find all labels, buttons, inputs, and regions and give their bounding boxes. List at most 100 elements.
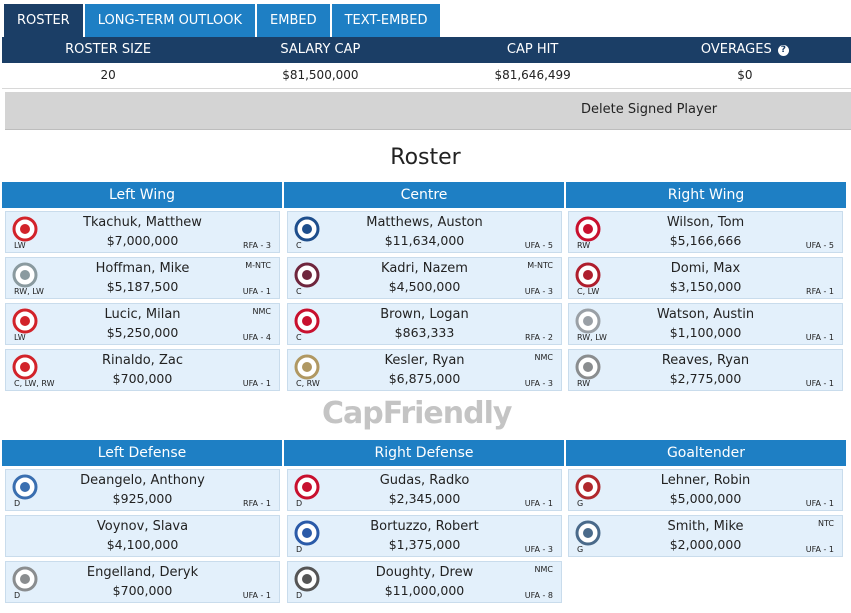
player-card[interactable]: Reaves, Ryan $2,775,000 RW UFA - 1	[568, 349, 843, 391]
player-salary: $7,000,000	[106, 233, 179, 248]
player-name: Doughty, Drew	[375, 565, 474, 580]
player-position: D	[296, 591, 303, 600]
player-salary: $1,100,000	[669, 325, 742, 340]
player-position: C, RW	[296, 379, 320, 388]
player-name: Voynov, Slava	[96, 519, 189, 534]
player-name: Hoffman, Mike	[95, 261, 190, 276]
cap-hit-value: $81,646,499	[494, 68, 571, 82]
player-name: Tkachuk, Matthew	[83, 215, 202, 230]
contract-status: UFA - 8	[524, 591, 553, 600]
player-card[interactable]: Lehner, Robin $5,000,000 G UFA - 1	[568, 469, 843, 511]
player-salary: $5,250,000	[106, 325, 179, 340]
calgary-flames-icon	[12, 308, 38, 334]
goaltender-header: Goaltender	[566, 440, 846, 466]
contract-status: UFA - 1	[805, 545, 834, 554]
contract-status: UFA - 4	[242, 333, 271, 342]
player-name: Watson, Austin	[656, 307, 755, 322]
calgary-flames-icon	[12, 216, 38, 242]
player-name: Lucic, Milan	[104, 307, 181, 322]
player-card[interactable]: Watson, Austin $1,100,000 RW, LW UFA - 1	[568, 303, 843, 345]
player-position: G	[577, 545, 584, 554]
colorado-avalanche-icon	[294, 262, 320, 288]
help-icon[interactable]: ?	[777, 45, 789, 56]
player-position: LW	[14, 333, 26, 342]
trade-clause-badge: M-NTC	[527, 261, 553, 270]
player-card[interactable]: Lucic, Milan $5,250,000 LW UFA - 4 NMC	[5, 303, 280, 345]
player-salary: $5,187,500	[106, 279, 179, 294]
player-position: G	[577, 499, 584, 508]
player-position: D	[296, 499, 303, 508]
chicago-blackhawks-icon	[575, 474, 601, 500]
roster-title: Roster	[390, 145, 461, 170]
roster-size-header: ROSTER SIZE	[65, 42, 152, 57]
player-salary: $925,000	[112, 491, 173, 506]
salary-cap-value: $81,500,000	[282, 68, 359, 82]
contract-status: RFA - 1	[243, 499, 271, 508]
summary-header: ROSTER SIZE SALARY CAP CAP HIT OVERAGES …	[2, 37, 851, 63]
player-salary: $1,375,000	[388, 537, 461, 552]
player-card[interactable]: Domi, Max $3,150,000 C, LW RFA - 1	[568, 257, 843, 299]
player-position: RW, LW	[577, 333, 607, 342]
contract-status: UFA - 1	[242, 287, 271, 296]
player-card[interactable]: Engelland, Deryk $700,000 D UFA - 1	[5, 561, 280, 603]
edmonton-oilers-icon	[575, 520, 601, 546]
vegas-golden-knights-icon	[575, 354, 601, 380]
washington-capitals-icon	[575, 216, 601, 242]
player-salary: $2,000,000	[669, 537, 742, 552]
vegas-golden-knights-icon	[12, 566, 38, 592]
overages-value: $0	[737, 68, 753, 82]
player-card[interactable]: Kadri, Nazem $4,500,000 C UFA - 3 M-NTC	[287, 257, 562, 299]
player-name: Domi, Max	[670, 261, 741, 276]
tab-text-embed[interactable]: TEXT-EMBED	[331, 4, 441, 37]
contract-status: UFA - 1	[524, 499, 553, 508]
player-name: Reaves, Ryan	[661, 353, 750, 368]
overages-label: OVERAGES	[700, 42, 772, 57]
right-defense-header: Right Defense	[284, 440, 564, 466]
player-name: Kadri, Nazem	[381, 261, 468, 276]
tab-embed[interactable]: EMBED	[257, 4, 330, 37]
player-salary: $4,500,000	[388, 279, 461, 294]
trade-clause-badge: M-NTC	[245, 261, 271, 270]
player-name: Wilson, Tom	[666, 215, 745, 230]
player-salary: $11,000,000	[384, 583, 465, 598]
player-salary: $11,634,000	[384, 233, 465, 248]
tab-bar: ROSTER LONG-TERM OUTLOOK EMBED TEXT-EMBE…	[4, 4, 442, 37]
nashville-predators-icon	[575, 308, 601, 334]
player-position: D	[14, 499, 21, 508]
player-name: Engelland, Deryk	[86, 565, 199, 580]
player-card[interactable]: Wilson, Tom $5,166,666 RW UFA - 5	[568, 211, 843, 253]
player-card[interactable]: Kesler, Ryan $6,875,000 C, RW UFA - 3 NMC	[287, 349, 562, 391]
contract-status: UFA - 5	[524, 241, 553, 250]
player-card[interactable]: Smith, Mike $2,000,000 G UFA - 1 NTC	[568, 515, 843, 557]
player-card[interactable]: Rinaldo, Zac $700,000 C, LW, RW UFA - 1	[5, 349, 280, 391]
player-card[interactable]: Matthews, Auston $11,634,000 C UFA - 5	[287, 211, 562, 253]
left-defense-header: Left Defense	[2, 440, 282, 466]
contract-status: UFA - 1	[242, 379, 271, 388]
player-card[interactable]: Bortuzzo, Robert $1,375,000 D UFA - 3	[287, 515, 562, 557]
overages-header: OVERAGES ?	[639, 37, 851, 63]
player-card[interactable]: Doughty, Drew $11,000,000 D UFA - 8 NMC	[287, 561, 562, 603]
calgary-flames-icon	[12, 354, 38, 380]
anaheim-ducks-icon	[294, 354, 320, 380]
player-position: RW, LW	[14, 287, 44, 296]
trade-clause-badge: NMC	[534, 565, 553, 574]
player-position: C	[296, 241, 302, 250]
player-salary: $5,166,666	[669, 233, 742, 248]
delete-signed-player-dropzone[interactable]: Delete Signed Player	[5, 92, 851, 130]
player-card[interactable]: Gudas, Radko $2,345,000 D UFA - 1	[287, 469, 562, 511]
player-card[interactable]: Tkachuk, Matthew $7,000,000 LW RFA - 3	[5, 211, 280, 253]
contract-status: RFA - 3	[243, 241, 271, 250]
player-position: C, LW	[577, 287, 600, 296]
player-name: Kesler, Ryan	[384, 353, 465, 368]
player-card[interactable]: Deangelo, Anthony $925,000 D RFA - 1	[5, 469, 280, 511]
trade-clause-badge: NMC	[534, 353, 553, 362]
tab-roster[interactable]: ROSTER	[4, 4, 83, 37]
player-card[interactable]: Brown, Logan $863,333 C RFA - 2	[287, 303, 562, 345]
new-york-rangers-icon	[12, 474, 38, 500]
tab-long-term-outlook[interactable]: LONG-TERM OUTLOOK	[84, 4, 256, 37]
contract-status: UFA - 3	[524, 379, 553, 388]
player-card[interactable]: Voynov, Slava $4,100,000	[5, 515, 280, 557]
player-card[interactable]: Hoffman, Mike $5,187,500 RW, LW UFA - 1 M-NT…	[5, 257, 280, 299]
player-position: RW	[577, 241, 591, 250]
right-wing-header: Right Wing	[566, 182, 846, 208]
